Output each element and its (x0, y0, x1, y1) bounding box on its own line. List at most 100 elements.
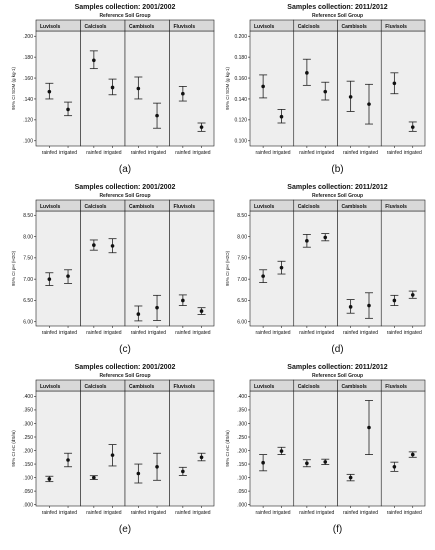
x-tick-label: rainfed (86, 330, 102, 336)
mean-point (47, 89, 52, 94)
x-tick-label: irrigated (59, 150, 77, 156)
group-header: Reference Soil Group (99, 373, 150, 379)
y-tick-label: 6.00 (23, 320, 33, 326)
y-axis-label: 95% CI eC (dS/m) (225, 430, 230, 467)
y-tick-label: .250 (237, 435, 247, 441)
facet-label: Fluvisols (174, 24, 196, 30)
y-tick-label: .200 (237, 448, 247, 454)
y-tick-label: .180 (23, 55, 33, 61)
y-tick-label: .200 (23, 448, 33, 454)
facet-panel (380, 390, 426, 507)
mean-point (199, 125, 204, 129)
y-tick-label: .150 (23, 462, 33, 468)
x-tick-label: rainfed (343, 150, 359, 156)
chart-title: Samples collection: 2001/2002 (75, 4, 176, 11)
chart-title: Samples collection: 2011/2012 (287, 364, 387, 371)
panel-label: (c) (119, 344, 131, 355)
mean-point (155, 113, 159, 118)
x-tick-label: irrigated (272, 150, 290, 156)
facet-label: Luvisols (40, 24, 61, 30)
y-tick-label: .050 (237, 489, 247, 495)
group-header: Reference Soil Group (99, 193, 150, 199)
mean-point (348, 475, 353, 480)
facet-label: Cambisols (129, 24, 155, 30)
mean-point (323, 460, 328, 464)
mean-point (136, 471, 141, 476)
facet-label: Calcisols (298, 24, 320, 30)
mean-point (348, 305, 353, 309)
x-tick-label: rainfed (343, 330, 359, 336)
x-tick-label: rainfed (387, 330, 403, 336)
y-tick-label: .200 (23, 34, 33, 40)
x-tick-label: rainfed (255, 510, 271, 516)
y-tick-label: 0.100 (234, 139, 247, 145)
mean-point (279, 449, 284, 453)
y-tick-label: .100 (237, 475, 247, 481)
facet-label: Cambisols (129, 384, 155, 390)
chart-panel-1: Samples collection: 2011/2012 Reference S… (225, 4, 426, 175)
x-tick-label: irrigated (272, 510, 290, 516)
mean-point (181, 91, 185, 96)
y-axis-label: 95% CI SOM (g kg-1) (11, 66, 16, 110)
panel-label: (e) (119, 524, 131, 535)
chart-title: Samples collection: 2001/2002 (75, 364, 176, 371)
mean-point (47, 477, 52, 481)
facet-panel (169, 30, 215, 147)
facet-panel (380, 210, 426, 327)
chart-panel-2: Samples collection: 2001/2002 Reference S… (11, 184, 215, 355)
facet-label: Luvisols (40, 384, 61, 390)
x-tick-label: irrigated (360, 150, 378, 156)
mean-point (323, 89, 328, 94)
y-tick-label: 8.50 (23, 213, 33, 219)
y-tick-label: 0.180 (234, 55, 247, 61)
x-tick-label: rainfed (86, 150, 102, 156)
x-tick-label: irrigated (316, 330, 334, 336)
x-tick-label: irrigated (59, 330, 77, 336)
facet-label: Calcisols (85, 24, 107, 30)
facet-panel (380, 30, 426, 147)
facet-label: Luvisols (254, 384, 275, 390)
mean-point (47, 277, 52, 281)
facet-panel (35, 390, 81, 507)
x-tick-label: rainfed (299, 330, 315, 336)
mean-point (92, 243, 96, 247)
y-axis-label: 95% CI SOM (g kg-1) (225, 66, 230, 110)
facet-panel (80, 390, 126, 507)
facet-label: Luvisols (254, 204, 275, 210)
chart-panel-5: Samples collection: 2011/2012 Reference S… (225, 364, 426, 535)
mean-point (305, 461, 309, 466)
facet-panel (293, 210, 338, 327)
facet-strip (169, 199, 215, 212)
chart-title: Samples collection: 2011/2012 (287, 184, 387, 191)
y-tick-label: 0.160 (234, 76, 247, 82)
facet-label: Cambisols (129, 204, 155, 210)
mean-point (367, 425, 371, 430)
y-tick-label: .300 (23, 421, 33, 427)
mean-point (261, 84, 265, 89)
mean-point (305, 71, 309, 75)
group-header: Reference Soil Group (99, 13, 150, 19)
panel-label: (f) (333, 524, 342, 535)
y-axis-label: 95% CI eC (dS/m) (11, 430, 16, 467)
y-tick-label: .160 (23, 76, 33, 82)
y-tick-label: .000 (23, 502, 33, 508)
facet-label: Fluvisols (174, 384, 196, 390)
y-tick-label: .100 (23, 475, 33, 481)
x-tick-label: rainfed (131, 150, 147, 156)
y-axis-label: 95% CI pH (H2O) (225, 250, 230, 286)
y-tick-label: .150 (237, 462, 247, 468)
y-tick-label: .250 (23, 435, 33, 441)
x-tick-label: irrigated (272, 330, 290, 336)
facet-label: Cambisols (342, 384, 368, 390)
x-tick-label: irrigated (404, 150, 422, 156)
y-tick-label: 7.50 (23, 256, 33, 262)
y-tick-label: .050 (23, 489, 33, 495)
y-tick-label: .400 (237, 394, 247, 400)
y-tick-label: .100 (23, 139, 33, 145)
facet-strip (380, 19, 426, 32)
y-tick-label: .120 (23, 118, 33, 124)
mean-point (305, 239, 309, 243)
facet-panel (80, 30, 126, 147)
mean-point (261, 460, 265, 465)
